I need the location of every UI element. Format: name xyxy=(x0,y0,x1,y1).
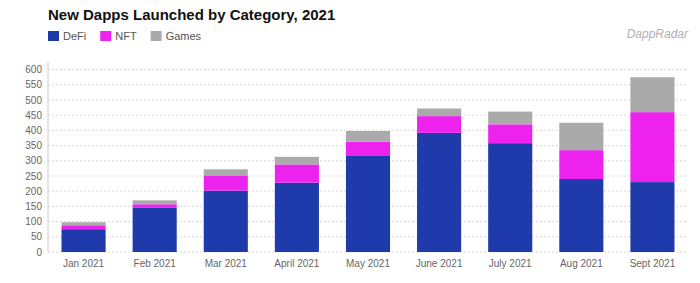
legend-label: DeFi xyxy=(63,30,86,42)
bar-segment xyxy=(559,150,603,179)
bar-segment xyxy=(275,164,319,182)
grid-line xyxy=(48,69,688,70)
bar-segment xyxy=(62,222,106,225)
x-tick-label: Sept 2021 xyxy=(630,258,676,269)
bar-segment xyxy=(204,169,248,175)
legend-swatch xyxy=(48,31,59,41)
bar-segment xyxy=(559,123,603,150)
bar-segment xyxy=(346,131,390,142)
x-tick-label: May 2021 xyxy=(346,258,390,269)
bar-segment xyxy=(204,191,248,252)
bar-segment xyxy=(417,116,461,133)
legend-label: Games xyxy=(166,30,202,42)
legend-label: NFT xyxy=(115,30,137,42)
bar-segment xyxy=(62,229,106,252)
bar-segment xyxy=(275,157,319,165)
bar-segment xyxy=(62,225,106,229)
x-tick-label: April 2021 xyxy=(274,258,319,269)
y-tick-label: 200 xyxy=(25,186,42,197)
legend-swatch xyxy=(151,31,162,41)
y-tick-label: 150 xyxy=(25,201,42,212)
bar-segment xyxy=(133,200,177,204)
x-tick-label: Jan 2021 xyxy=(63,258,105,269)
legend-swatch xyxy=(100,31,111,41)
bar-segment xyxy=(346,155,390,252)
annotation: DappRadar xyxy=(627,27,689,41)
bars xyxy=(62,77,675,252)
x-tick-label: June 2021 xyxy=(416,258,463,269)
y-tick-label: 500 xyxy=(25,95,42,106)
legend: DeFi NFT Games xyxy=(48,30,202,42)
bar-segment xyxy=(488,124,532,143)
y-tick-label: 50 xyxy=(31,231,43,242)
x-tick-label: Feb 2021 xyxy=(134,258,177,269)
y-tick-label: 600 xyxy=(25,64,42,75)
y-tick-label: 100 xyxy=(25,216,42,227)
bar-segment xyxy=(346,142,390,156)
bar-segment xyxy=(133,208,177,252)
chart-title: New Dapps Launched by Category, 2021 xyxy=(48,6,335,23)
chart-container: New Dapps Launched by Category, 2021 Dapp… xyxy=(0,0,700,283)
bar-segment xyxy=(417,133,461,252)
bar-segment xyxy=(630,77,674,112)
grid-line xyxy=(48,115,688,116)
y-tick-label: 300 xyxy=(25,155,42,166)
bar-segment xyxy=(559,179,603,252)
y-tick-label: 400 xyxy=(25,125,42,136)
bar-segment xyxy=(133,204,177,208)
bar-segment xyxy=(488,112,532,125)
bar-segment xyxy=(275,183,319,252)
y-tick-label: 450 xyxy=(25,110,42,121)
y-tick-label: 0 xyxy=(36,247,42,258)
bar-segment xyxy=(204,175,248,190)
bar-segment xyxy=(488,143,532,252)
grid xyxy=(48,70,688,252)
x-tick-label: Mar 2021 xyxy=(205,258,248,269)
y-tick-label: 350 xyxy=(25,140,42,151)
bar-segment xyxy=(630,182,674,252)
chart-svg: New Dapps Launched by Category, 2021 Dapp… xyxy=(0,0,700,283)
grid-line xyxy=(48,100,688,101)
y-tick-label: 550 xyxy=(25,79,42,90)
bar-segment xyxy=(417,109,461,117)
x-tick-label: Aug 2021 xyxy=(560,258,603,269)
x-tick-label: July 2021 xyxy=(489,258,532,269)
grid-line xyxy=(48,84,688,85)
bar-segment xyxy=(630,112,674,182)
y-axis-line xyxy=(48,62,49,252)
y-tick-label: 250 xyxy=(25,171,42,182)
